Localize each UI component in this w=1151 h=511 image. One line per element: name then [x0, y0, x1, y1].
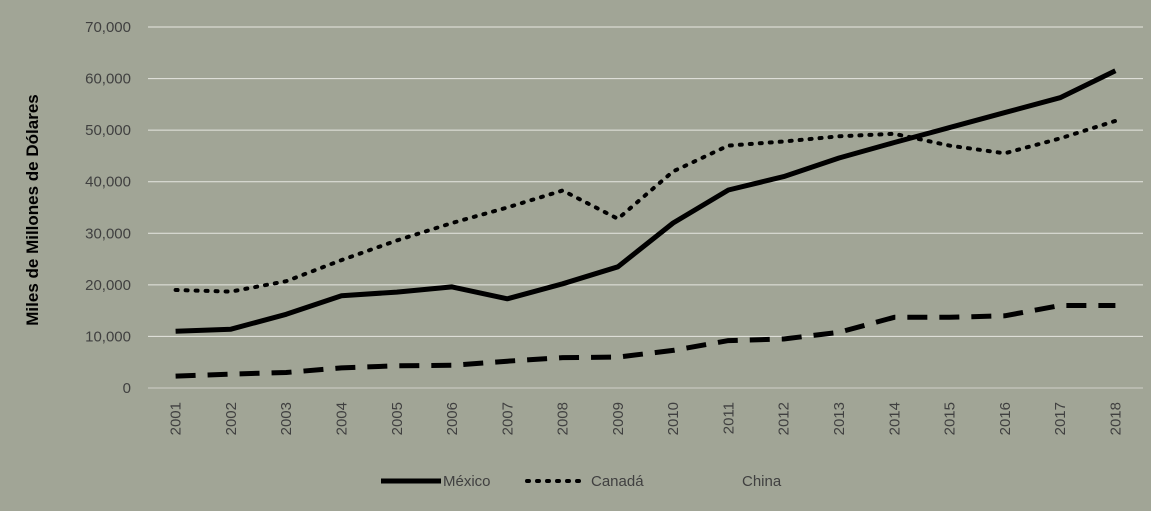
x-tick-label: 2012	[776, 402, 793, 435]
x-tick-label: 2017	[1052, 402, 1069, 435]
x-tick-label: 2001	[168, 402, 185, 435]
x-tick-label: 2004	[333, 402, 350, 435]
series-line-mexico	[175, 68, 1117, 334]
series-lines	[173, 68, 1118, 379]
x-tick-label: 2009	[610, 402, 627, 435]
x-tick-label: 2015	[942, 402, 959, 435]
y-tick-label: 70,000	[85, 19, 131, 36]
y-tick-label: 50,000	[85, 122, 131, 139]
x-tick-label: 2013	[831, 402, 848, 435]
x-tick-label: 2018	[1107, 402, 1124, 435]
y-axis-ticks: 0 10,000 20,000 30,000 40,000 50,000 60,000 70,…	[85, 19, 131, 397]
series-line-canada	[173, 118, 1118, 294]
x-tick-label: 2007	[499, 402, 516, 435]
x-tick-label: 2005	[389, 402, 406, 435]
x-tick-label: 2010	[665, 402, 682, 435]
y-tick-label: 10,000	[85, 328, 131, 345]
x-axis-ticks: 2001 2002 2003 2004 2005 2006 2007 2008 2009 2010…	[168, 402, 1125, 435]
legend-label: Canadá	[591, 473, 644, 490]
y-tick-label: 60,000	[85, 71, 131, 88]
x-tick-label: 2016	[997, 402, 1014, 435]
x-tick-label: 2014	[886, 402, 903, 435]
gridlines	[148, 26, 1143, 389]
x-tick-label: 2003	[278, 402, 295, 435]
series-line-china	[175, 303, 1116, 379]
legend-label: México	[443, 473, 491, 490]
y-tick-label: 30,000	[85, 225, 131, 242]
y-axis-title: Miles de Millones de Dólares	[23, 94, 42, 325]
x-tick-label: 2006	[444, 402, 461, 435]
x-tick-label: 2011	[720, 402, 737, 434]
x-tick-label: 2008	[555, 402, 572, 435]
legend-label: China	[742, 473, 782, 490]
y-tick-label: 40,000	[85, 174, 131, 191]
x-tick-label: 2002	[223, 402, 240, 435]
y-tick-label: 0	[123, 380, 131, 397]
legend: México Canadá China	[381, 473, 782, 490]
y-tick-label: 20,000	[85, 277, 131, 294]
